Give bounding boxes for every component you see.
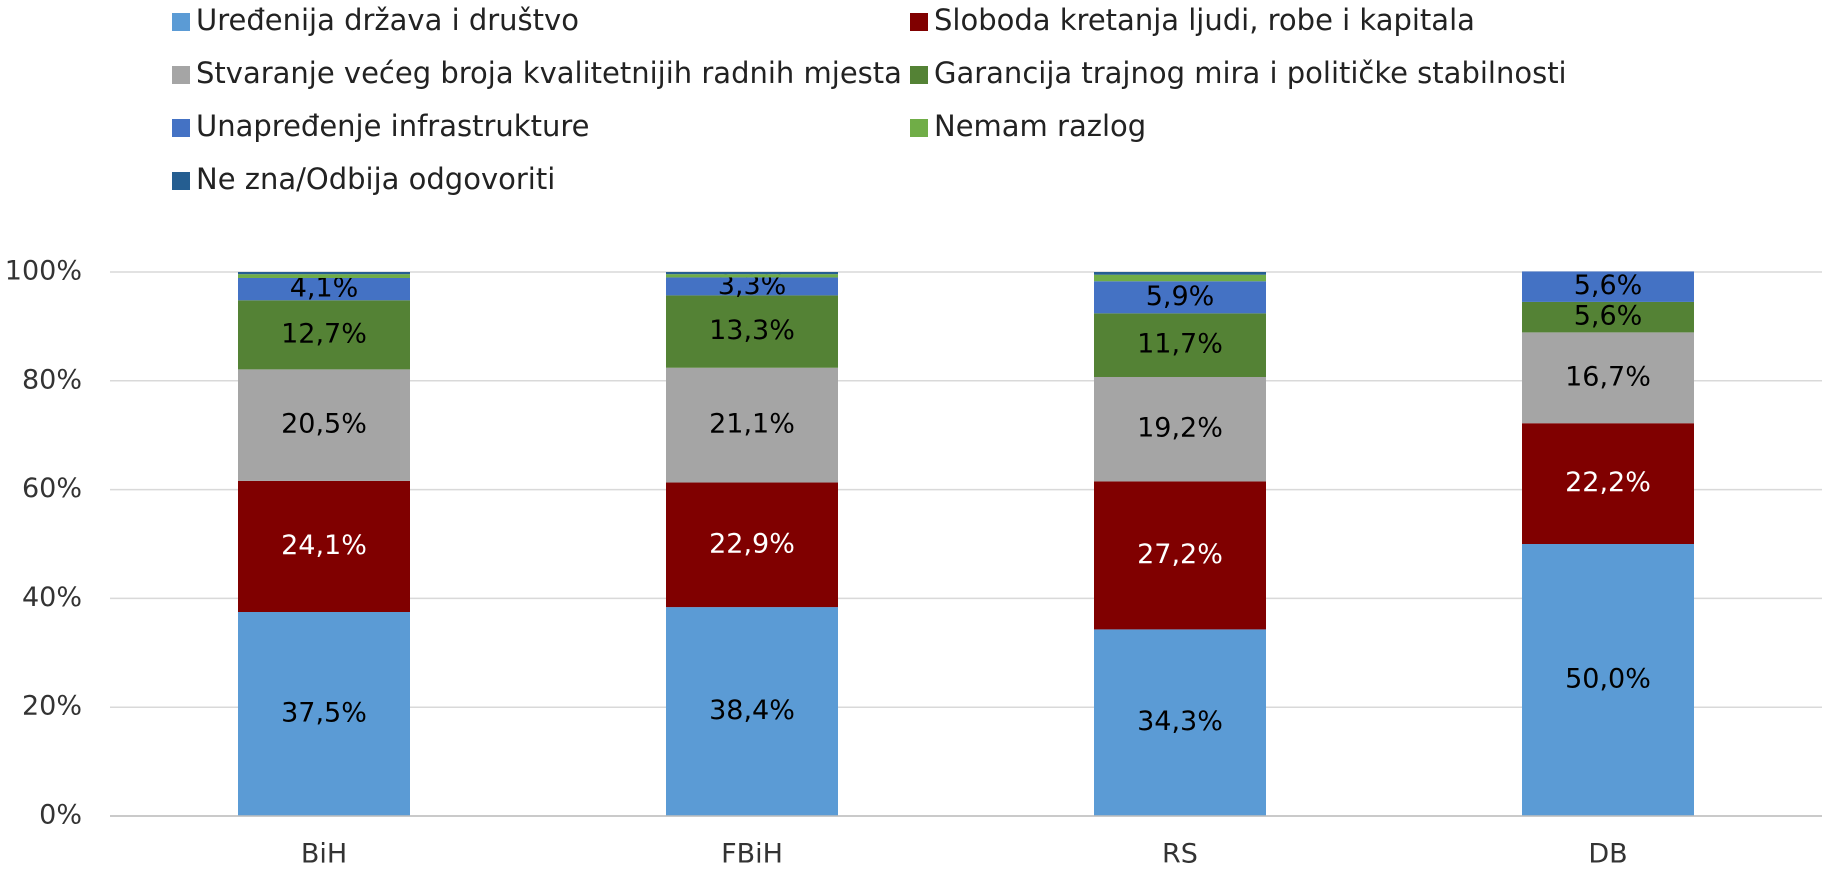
bar-segment xyxy=(1522,271,1694,302)
data-label: 38,4% xyxy=(709,695,795,726)
bar-segment xyxy=(666,274,838,278)
y-tick-label: 0% xyxy=(39,800,82,831)
data-label: 34,3% xyxy=(1137,706,1223,737)
legend-swatch xyxy=(172,13,190,31)
legend-swatch xyxy=(910,13,928,31)
bar-segment xyxy=(666,295,838,368)
bar-segment xyxy=(666,607,838,816)
legend-swatch xyxy=(172,119,190,137)
data-label: 37,5% xyxy=(281,698,367,729)
bar-segment xyxy=(666,277,838,296)
data-label: 50,0% xyxy=(1565,664,1651,695)
bar-segment xyxy=(1522,423,1694,544)
bar-segment xyxy=(238,480,410,612)
y-tick-label: 20% xyxy=(22,691,82,722)
legend-label: Ne zna/Odbija odgovoriti xyxy=(196,162,555,196)
bar-segment xyxy=(666,482,838,608)
bar-segment xyxy=(238,369,410,481)
bar-segment xyxy=(1522,301,1694,333)
bar-segment xyxy=(1094,274,1266,282)
data-label: 21,1% xyxy=(709,409,795,440)
data-label: 20,5% xyxy=(281,409,367,440)
data-label: 13,3% xyxy=(709,315,795,346)
data-label: 12,7% xyxy=(281,318,367,349)
legend-label: Uređenija država i društvo xyxy=(196,3,579,37)
data-label: 5,6% xyxy=(1574,301,1643,332)
data-label: 5,6% xyxy=(1574,270,1643,301)
x-tick-label: DB xyxy=(1588,839,1627,870)
legend-swatch xyxy=(172,172,190,190)
legend-swatch xyxy=(172,66,190,84)
legend-label: Sloboda kretanja ljudi, robe i kapitala xyxy=(934,3,1475,37)
bar-segment xyxy=(666,272,838,275)
data-label: 27,2% xyxy=(1137,539,1223,570)
y-tick-label: 80% xyxy=(22,364,82,395)
bar-segment xyxy=(238,277,410,301)
bar-segment xyxy=(238,274,410,278)
data-label: 5,9% xyxy=(1146,281,1215,312)
y-tick-label: 60% xyxy=(22,473,82,504)
x-tick-label: FBiH xyxy=(721,839,783,870)
data-label: 19,2% xyxy=(1137,413,1223,444)
data-label: 24,1% xyxy=(281,530,367,561)
data-label: 11,7% xyxy=(1137,329,1223,360)
bar-segment xyxy=(1094,481,1266,630)
legend-label: Nemam razlog xyxy=(934,109,1146,143)
bar-segment xyxy=(238,612,410,816)
bar-segment xyxy=(1522,332,1694,424)
bar-segment xyxy=(1094,376,1266,482)
bar-segment xyxy=(1094,281,1266,314)
bar-segment xyxy=(1522,544,1694,816)
bar-segment xyxy=(1094,313,1266,377)
bar-segment xyxy=(1094,629,1266,816)
x-tick-label: BiH xyxy=(301,839,347,870)
y-tick-label: 40% xyxy=(22,582,82,613)
data-label: 22,9% xyxy=(709,528,795,559)
bar-segment xyxy=(666,367,838,483)
legend-label: Stvaranje većeg broja kvalitetnijih radn… xyxy=(196,56,902,90)
bar-segment xyxy=(238,272,410,275)
legend-swatch xyxy=(910,66,928,84)
bar-segment xyxy=(238,300,410,370)
data-label: 22,2% xyxy=(1565,467,1651,498)
x-tick-label: RS xyxy=(1162,839,1198,870)
legend-swatch xyxy=(910,119,928,137)
legend-label: Garancija trajnog mira i političke stabi… xyxy=(934,56,1567,90)
data-label: 16,7% xyxy=(1565,361,1651,392)
legend-label: Unapređenje infrastrukture xyxy=(196,109,589,143)
y-tick-label: 100% xyxy=(5,256,82,287)
bar-segment xyxy=(1094,272,1266,275)
